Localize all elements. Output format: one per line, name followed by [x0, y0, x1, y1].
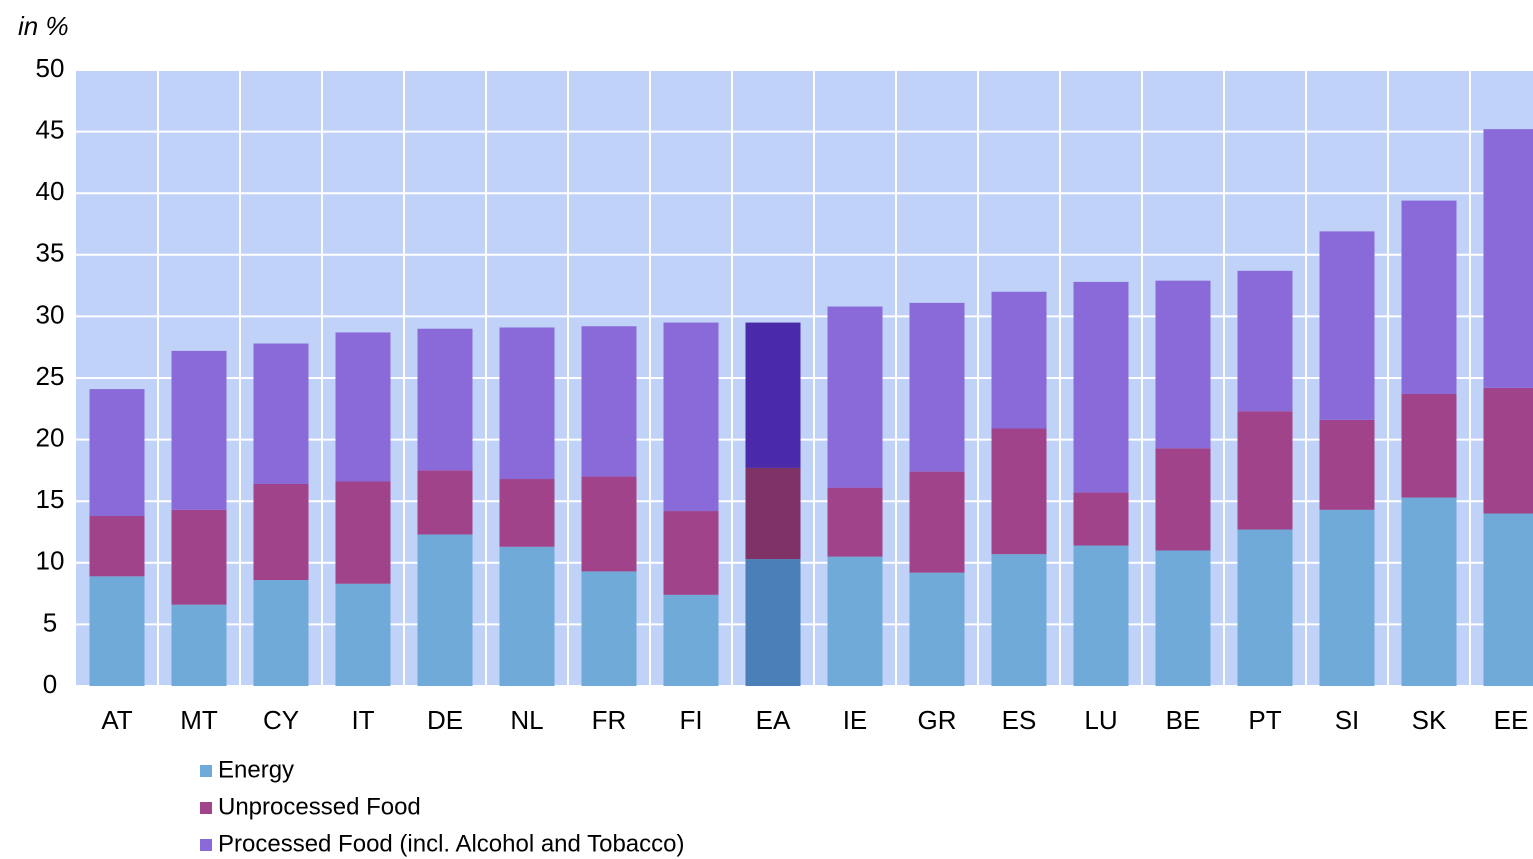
bar-segment [1483, 387, 1533, 514]
bar-segment [581, 571, 637, 686]
legend-label: Processed Food (incl. Alcohol and Tobacc… [218, 830, 685, 857]
bar-segment [909, 572, 965, 686]
bar-segment [253, 580, 309, 686]
x-tick-label: FI [679, 705, 702, 735]
x-tick-label: EE [1494, 705, 1529, 735]
x-tick-label: ES [1002, 705, 1037, 735]
legend-swatch [200, 802, 212, 814]
x-tick-label: MT [180, 705, 218, 735]
x-tick-label: SI [1335, 705, 1360, 735]
bar-segment [1319, 231, 1375, 420]
bar-segment [1073, 492, 1129, 546]
bar-segment [909, 302, 965, 472]
y-tick-label: 50 [36, 53, 65, 83]
bar-segment [991, 428, 1047, 555]
y-tick-label: 20 [36, 422, 65, 452]
bar-segment [827, 306, 883, 488]
x-tick-label: NL [510, 705, 543, 735]
bar-segment [581, 326, 637, 477]
bar-segment [1401, 497, 1457, 686]
y-tick-label: 40 [36, 176, 65, 206]
x-tick-label: LU [1084, 705, 1117, 735]
bar-segment [89, 389, 145, 516]
x-tick-label: SK [1412, 705, 1447, 735]
x-tick-label: AT [101, 705, 132, 735]
x-tick-label: IE [843, 705, 868, 735]
bar-segment [1073, 545, 1129, 686]
bar-segment [991, 291, 1047, 429]
y-tick-label: 30 [36, 299, 65, 329]
bar-segment [171, 350, 227, 510]
bar-segment [1237, 270, 1293, 412]
x-tick-label: DE [427, 705, 463, 735]
y-tick-label: 45 [36, 114, 65, 144]
y-tick-label: 10 [36, 546, 65, 576]
bar-segment [335, 583, 391, 686]
y-tick-label: 35 [36, 238, 65, 268]
bar-segment [253, 483, 309, 581]
bar-segment [335, 481, 391, 584]
y-axis-unit: in % [18, 11, 69, 41]
x-tick-label: EA [756, 705, 791, 735]
x-tick-label: FR [592, 705, 627, 735]
bar-segment [1483, 129, 1533, 388]
bar-segment [1155, 550, 1211, 686]
bar-segment [1401, 394, 1457, 498]
bar-segment [1319, 419, 1375, 510]
bar-segment [991, 554, 1047, 686]
bar-segment [909, 471, 965, 573]
bar-segment [745, 467, 801, 560]
bar-segment [745, 559, 801, 686]
bar-segment [663, 511, 719, 595]
bar-segment [1319, 509, 1375, 686]
bar-segment [171, 604, 227, 686]
bar-segment [417, 534, 473, 686]
bar-segment [745, 322, 801, 468]
x-tick-label: CY [263, 705, 299, 735]
y-tick-label: 5 [43, 607, 57, 637]
bar-segment [1073, 281, 1129, 493]
bar-segment [1401, 200, 1457, 395]
x-tick-label: IT [351, 705, 374, 735]
legend-label: Energy [218, 756, 294, 783]
y-tick-label: 25 [36, 361, 65, 391]
bar-segment [1155, 448, 1211, 551]
bar-segment [1483, 513, 1533, 686]
bar-segment [581, 476, 637, 572]
bar-segment [827, 556, 883, 686]
bar-segment [89, 576, 145, 686]
bar-segment [417, 328, 473, 471]
bar-segment [499, 327, 555, 480]
legend-label: Unprocessed Food [218, 793, 421, 820]
y-tick-label: 0 [43, 669, 57, 699]
bar-segment [499, 546, 555, 686]
bar-segment [253, 343, 309, 484]
bar-segment [499, 479, 555, 547]
y-tick-label: 15 [36, 484, 65, 514]
bar-segment [335, 332, 391, 482]
bar-segment [417, 470, 473, 535]
legend-swatch [200, 765, 212, 777]
bar-segment [171, 509, 227, 605]
bar-segment [1155, 280, 1211, 449]
legend-swatch [200, 839, 212, 851]
bar-segment [1237, 411, 1293, 530]
bar-segment [663, 322, 719, 512]
x-tick-label: GR [918, 705, 957, 735]
x-tick-label: PT [1248, 705, 1281, 735]
bar-segment [827, 487, 883, 557]
bar-segment [663, 594, 719, 686]
bar-segment [1237, 529, 1293, 686]
bar-segment [89, 515, 145, 577]
x-tick-label: BE [1166, 705, 1201, 735]
